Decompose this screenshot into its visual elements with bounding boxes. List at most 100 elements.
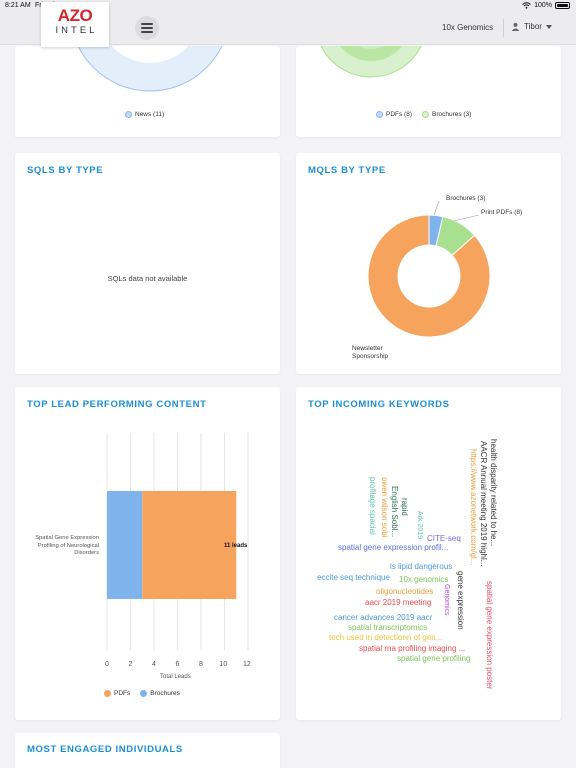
pdfs-donut-hole bbox=[358, 46, 384, 49]
top-keywords-card: TOP INCOMING KEYWORDS health disparity r… bbox=[296, 387, 561, 720]
mql-label-print-pdfs: Print PDFs (8) bbox=[481, 209, 523, 216]
news-donut-partial bbox=[77, 46, 223, 92]
status-right: 100% bbox=[522, 2, 570, 9]
bar-category-line2: Profiling of Neurological bbox=[37, 542, 99, 549]
legend-pdfs[interactable]: PDFs (8) bbox=[376, 111, 412, 118]
most-engaged-card-title: MOST ENGAGED INDIVIDUALS bbox=[27, 744, 183, 755]
legend-pdfs-text: PDFs bbox=[114, 690, 131, 697]
user-name: Tibor bbox=[524, 22, 542, 31]
azo-intel-logo[interactable]: AZO INTEL bbox=[41, 2, 109, 47]
sqls-by-type-card: SQLS BY TYPE SQLs data not available bbox=[15, 153, 280, 374]
x-axis-title: Total Leads bbox=[160, 674, 191, 680]
pdfs-donut-partial bbox=[320, 46, 422, 78]
nav-divider bbox=[503, 19, 504, 37]
status-time: 8:21 AM bbox=[5, 2, 31, 9]
legend-pdfs-label: PDFs (8) bbox=[386, 111, 412, 118]
organization-name[interactable]: 10x Genomics bbox=[442, 23, 494, 32]
keyword-azonetwork-url[interactable]: https://www.azonetwork.com/gl... bbox=[469, 449, 478, 566]
bar-category-line3: Disorders bbox=[74, 550, 99, 557]
bar-category-line1: Spatial Gene Expression bbox=[35, 535, 99, 541]
hamburger-menu-button[interactable] bbox=[135, 16, 159, 40]
donut-slice-newsletter-sponsorship[interactable] bbox=[367, 214, 491, 338]
keyword-ls-lipid[interactable]: ls lipid dangerous bbox=[390, 562, 453, 571]
x-tick-label: 0 bbox=[105, 661, 109, 668]
keyword-spatial-gene-expression-profil[interactable]: spatial gene expression profil... bbox=[338, 543, 449, 552]
mqls-donut-chart bbox=[367, 200, 491, 338]
legend-brochures-dot bbox=[140, 690, 148, 697]
pdfs-donut-ring-inner bbox=[339, 46, 403, 61]
news-chart-card: News (11) bbox=[15, 46, 280, 137]
keyword-spatial-gene-profiling[interactable]: spatial gene profiling bbox=[397, 654, 471, 663]
battery-percent: 100% bbox=[534, 2, 552, 9]
battery-icon bbox=[555, 2, 570, 9]
mql-label-newsletter-line2: Sponsorship bbox=[352, 353, 389, 360]
keyword-spatial-gene-expression-poster[interactable]: spatial gene expression poster bbox=[485, 581, 494, 690]
keyword-owen-wilson[interactable]: owen wilson sobi bbox=[380, 477, 389, 538]
keyword-genomics[interactable]: Genomics bbox=[443, 584, 450, 616]
x-tick-label: 10 bbox=[219, 661, 228, 668]
hamburger-icon bbox=[141, 21, 153, 35]
mql-label-brochures: Brochures (3) bbox=[446, 195, 486, 202]
top-lead-content-card: TOP LEAD PERFORMING CONTENT Spatial Gene… bbox=[15, 387, 280, 720]
keyword-aacr-annual[interactable]: AACR Annual meeting 2019 highl... bbox=[479, 441, 488, 567]
legend-brochures-swatch bbox=[422, 111, 429, 118]
news-donut-hole bbox=[111, 46, 189, 63]
legend-news[interactable]: News (11) bbox=[125, 111, 164, 118]
bar-category-label: Spatial Gene Expression Profiling of Neu… bbox=[15, 535, 99, 558]
keyword-tech-used[interactable]: tech used in detectionn of gen... bbox=[329, 633, 443, 642]
keyword-ark-2019[interactable]: Ark 2019 bbox=[416, 511, 423, 540]
news-legend: News (11) bbox=[125, 111, 164, 118]
keyword-health-disparity[interactable]: health disparity related to he... bbox=[489, 439, 498, 547]
x-tick-label: 12 bbox=[243, 661, 251, 668]
keyword-spatial-rna-profiling[interactable]: spatial rna profiling imaging ... bbox=[359, 644, 466, 653]
legend-brochures-label: Brochures (3) bbox=[432, 111, 472, 118]
keyword-aacr-2019-meeting[interactable]: aacr 2019 meeting bbox=[365, 598, 432, 607]
keyword-english-sobl[interactable]: English Sobl... bbox=[390, 486, 399, 538]
keyword-oligonucleotides[interactable]: oligonucleotides bbox=[376, 587, 434, 596]
logo-intel: INTEL bbox=[55, 25, 98, 36]
legend-brochures-text: Brochures bbox=[150, 690, 180, 697]
top-lead-legend: PDFs Brochures bbox=[104, 690, 180, 697]
sqls-card-title: SQLS BY TYPE bbox=[27, 165, 104, 176]
keyword-spatial-transcriptomics[interactable]: spatial transcriptomics bbox=[348, 623, 428, 632]
keyword-cite-seq[interactable]: CITE-seq bbox=[427, 534, 461, 543]
legend-brochures[interactable]: Brochures (3) bbox=[422, 111, 471, 118]
bar-segment-pdfs[interactable] bbox=[142, 491, 237, 599]
keyword-cancer-advances[interactable]: cancer advances 2019 aacr bbox=[334, 613, 433, 622]
bar-segment-brochures[interactable] bbox=[107, 491, 143, 599]
x-tick-label: 4 bbox=[152, 661, 156, 668]
keyword-profilage-spacial[interactable]: profilage spacial bbox=[368, 477, 377, 535]
keyword-rapid[interactable]: rapid bbox=[400, 498, 409, 516]
keyword-eccite-seq[interactable]: eccite seq technique bbox=[317, 573, 390, 582]
sqls-empty-message: SQLs data not available bbox=[107, 274, 188, 283]
logo-azo: AZO bbox=[57, 6, 93, 25]
pdfs-donut-ring-outer bbox=[320, 46, 422, 78]
user-icon bbox=[511, 22, 520, 31]
leader-line-print-pdfs bbox=[453, 214, 480, 222]
x-tick-label: 2 bbox=[128, 661, 133, 668]
chevron-down-icon bbox=[545, 24, 552, 29]
legend-pdfs-swatch bbox=[376, 111, 383, 118]
bar-total-label: 11 leads bbox=[224, 543, 248, 549]
keyword-gene-expression[interactable]: gene expression bbox=[456, 571, 465, 630]
leader-line-brochures bbox=[433, 200, 440, 216]
pdfs-chart-card: PDFs (8) Brochures (3) bbox=[296, 46, 561, 137]
top-lead-card-title: TOP LEAD PERFORMING CONTENT bbox=[27, 399, 207, 410]
most-engaged-card: MOST ENGAGED INDIVIDUALS bbox=[15, 733, 280, 768]
top-lead-bar-chart bbox=[106, 433, 249, 650]
legend-news-label: News (11) bbox=[135, 111, 165, 118]
legend-brochures-item[interactable]: Brochures bbox=[140, 690, 180, 697]
x-tick-label: 8 bbox=[199, 661, 203, 668]
mqls-card-title: MQLS BY TYPE bbox=[308, 165, 386, 176]
wifi-icon bbox=[522, 2, 531, 9]
news-donut-ring bbox=[77, 46, 223, 92]
legend-news-swatch bbox=[125, 111, 132, 118]
mqls-by-type-card: MQLS BY TYPE Brochures (3) Print PDFs (8… bbox=[296, 153, 561, 374]
legend-pdfs-item[interactable]: PDFs bbox=[104, 690, 130, 697]
keywords-card-title: TOP INCOMING KEYWORDS bbox=[308, 399, 450, 410]
user-menu[interactable]: Tibor bbox=[511, 22, 552, 31]
keyword-10x-genomics[interactable]: 10x genomics bbox=[399, 575, 449, 584]
pdfs-legend: PDFs (8) Brochures (3) bbox=[376, 111, 471, 118]
mql-label-newsletter-line1: Newsletter bbox=[352, 345, 383, 352]
legend-pdfs-dot bbox=[104, 690, 111, 697]
